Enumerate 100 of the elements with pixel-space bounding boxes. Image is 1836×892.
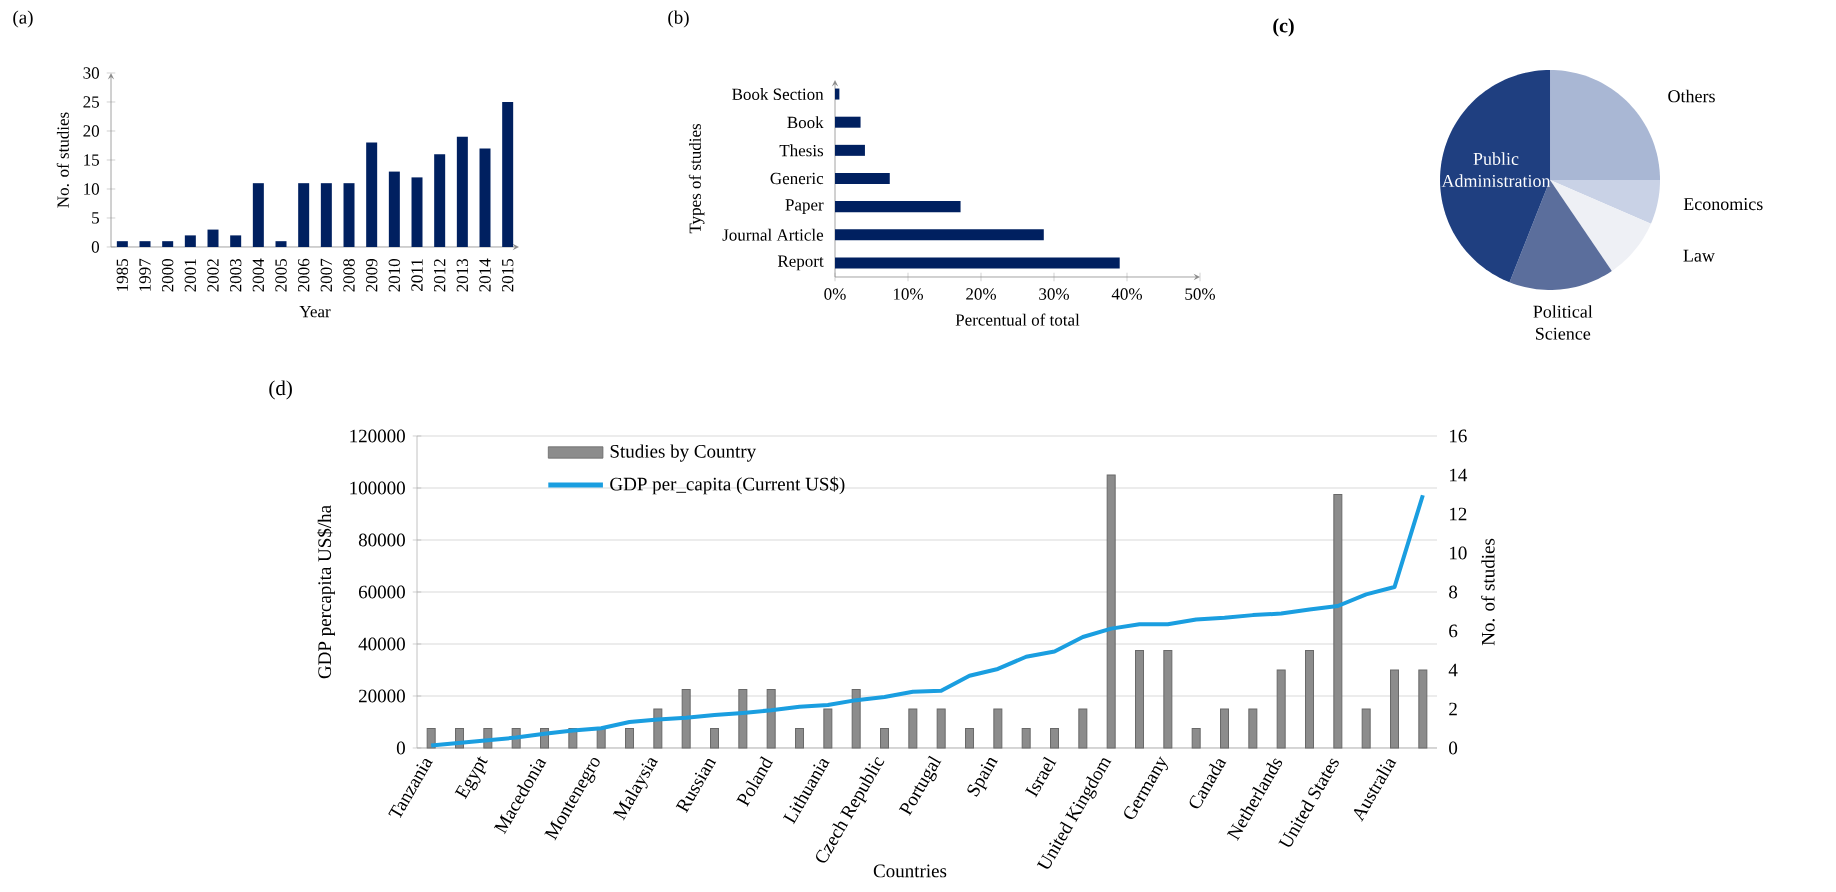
bar (1078, 708, 1088, 749)
x-tick-label: 1997 (139, 258, 151, 291)
x-tick-label: 10% (893, 288, 924, 300)
bar (434, 154, 446, 247)
bar (1333, 493, 1343, 749)
bar (388, 171, 400, 247)
bar (1361, 708, 1371, 749)
x-tick-label: 2001 (184, 259, 197, 292)
x-tick-label: 40% (1111, 288, 1142, 300)
bar (252, 183, 264, 247)
bar (1021, 727, 1031, 749)
bar (1276, 669, 1286, 749)
bar (880, 727, 890, 749)
bar (139, 241, 151, 247)
bar (795, 727, 805, 749)
bar (993, 708, 1003, 749)
y-tick-label: 20 (83, 125, 100, 137)
y2-axis-title: No. of studies (1481, 538, 1495, 646)
y-tick-label: 100000 (350, 481, 405, 495)
x-tick-label: 0% (824, 288, 846, 300)
bar (502, 101, 514, 247)
x-axis-title: Year (299, 306, 331, 318)
x-tick-label: 2009 (365, 259, 378, 292)
bar (835, 172, 890, 184)
chart-title: (a) (13, 10, 33, 28)
bar (275, 241, 287, 247)
slice-label: Economics (1683, 198, 1763, 211)
y2-tick-label: 8 (1449, 585, 1458, 599)
bar (1135, 649, 1144, 749)
slice-label: Others (1668, 89, 1715, 103)
y-axis-title: GDP percapita US$/ha (317, 505, 335, 679)
bar (835, 144, 865, 156)
bar (1305, 649, 1315, 749)
x-tick-label: 20% (966, 288, 997, 300)
bar (426, 727, 436, 749)
text: (b) (668, 10, 689, 28)
y-tick-label: 5 (92, 212, 100, 224)
y-tick-label: Generic (770, 172, 824, 185)
y2-tick-label: 10 (1450, 546, 1467, 560)
slice-label: Law (1683, 249, 1715, 262)
bar (207, 229, 219, 247)
bar (1050, 727, 1060, 749)
bar (1163, 649, 1173, 749)
bar (835, 229, 1044, 241)
x-tick-label: 2012 (433, 259, 446, 292)
bar (835, 257, 1120, 269)
y2-tick-label: 12 (1450, 507, 1467, 521)
y-tick-label: 0 (396, 741, 405, 755)
slice-label: Public Administration (1441, 152, 1551, 188)
y-axis-title: No. of studies (56, 112, 69, 208)
chart-title: (d) (269, 380, 292, 400)
bar (1191, 727, 1201, 749)
legend-label: Studies by Country (610, 444, 757, 462)
x-tick-label: 2008 (343, 258, 355, 292)
y-tick-label: 15 (84, 154, 100, 166)
bar (625, 727, 635, 749)
x-tick-label: 2003 (229, 258, 242, 292)
y2-tick-label: 6 (1449, 624, 1458, 638)
x-tick-label: 2004 (252, 258, 265, 292)
x-tick-label: 2013 (456, 258, 469, 292)
bar (456, 136, 468, 247)
x-tick-label: 1985 (116, 258, 129, 291)
bar (908, 708, 918, 749)
y-tick-label: Paper (785, 199, 824, 214)
bar (835, 201, 961, 213)
bar (738, 688, 748, 749)
x-tick-label: 30% (1039, 288, 1070, 300)
y-tick-label: Report (777, 255, 824, 271)
bar (366, 142, 378, 247)
y-tick-label: Thesis (779, 144, 824, 157)
bar (766, 688, 776, 749)
bar (681, 688, 691, 749)
bar (230, 235, 242, 247)
bar (851, 688, 861, 749)
y2-tick-label: 4 (1448, 663, 1458, 677)
bar (1248, 708, 1258, 749)
chart-title: (c) (1273, 18, 1294, 37)
x-tick-label: 2006 (297, 258, 310, 292)
bar (320, 183, 332, 247)
y2-tick-label: 2 (1449, 702, 1457, 716)
y-tick-label: 120000 (350, 429, 405, 443)
bar (343, 183, 355, 247)
bar (1390, 669, 1400, 749)
y-tick-label: 10 (84, 183, 100, 195)
x-tick-label: 2002 (207, 259, 219, 292)
y2-tick-label: 14 (1450, 468, 1468, 482)
y2-tick-label: 16 (1450, 429, 1467, 443)
bar (1106, 474, 1116, 749)
y-tick-label: Book (787, 116, 824, 129)
bar (936, 708, 946, 749)
bar (965, 727, 975, 749)
y-tick-label: 40000 (358, 637, 405, 651)
legend-label: GDP per_capita (Current US$) (610, 476, 845, 495)
bar (162, 241, 174, 247)
y-tick-label: 80000 (358, 533, 405, 547)
bar (116, 241, 128, 247)
bar (710, 727, 720, 749)
bar (411, 177, 423, 247)
x-tick-label: 2011 (411, 259, 423, 291)
x-axis-title: Countries (873, 864, 947, 878)
